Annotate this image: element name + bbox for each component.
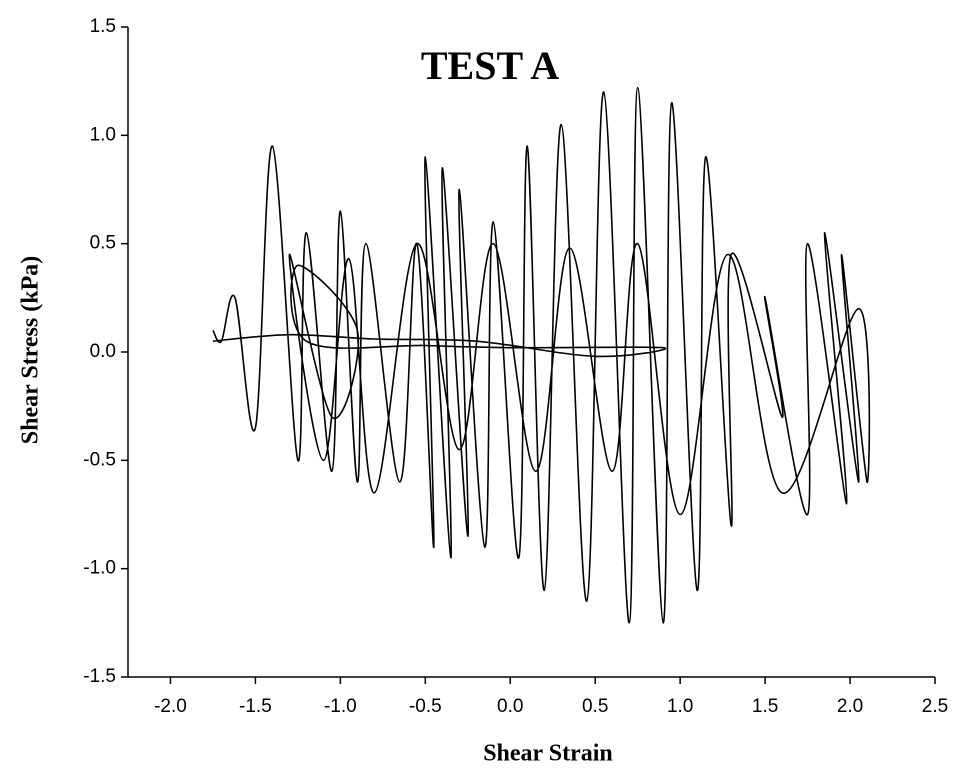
- x-axis-label: Shear Strain: [483, 741, 613, 767]
- x-tick-label: 0.0: [497, 696, 523, 717]
- x-tick-label: -1.5: [239, 696, 272, 717]
- x-tick-label: 0.5: [582, 696, 608, 717]
- x-tick-label: 2.5: [922, 696, 948, 717]
- x-tick-label: -1.0: [324, 696, 357, 717]
- annotation: TEST A: [421, 43, 559, 88]
- y-tick-label: 0.0: [90, 341, 116, 362]
- y-tick-label: -1.0: [83, 558, 116, 579]
- y-axis-label: Shear Stress (kPa): [18, 256, 44, 444]
- y-tick-label: -1.5: [83, 666, 116, 687]
- x-tick-label: 1.5: [752, 696, 778, 717]
- x-tick-label: -2.0: [154, 696, 187, 717]
- x-tick-label: 1.0: [667, 696, 693, 717]
- y-tick-label: -0.5: [83, 449, 116, 470]
- x-tick-label: 2.0: [837, 696, 863, 717]
- y-tick-label: 0.5: [90, 233, 116, 254]
- x-tick-label: -0.5: [409, 696, 442, 717]
- y-tick-label: 1.0: [90, 124, 116, 145]
- y-tick-label: 1.5: [90, 16, 116, 37]
- data-line: [212, 86, 871, 624]
